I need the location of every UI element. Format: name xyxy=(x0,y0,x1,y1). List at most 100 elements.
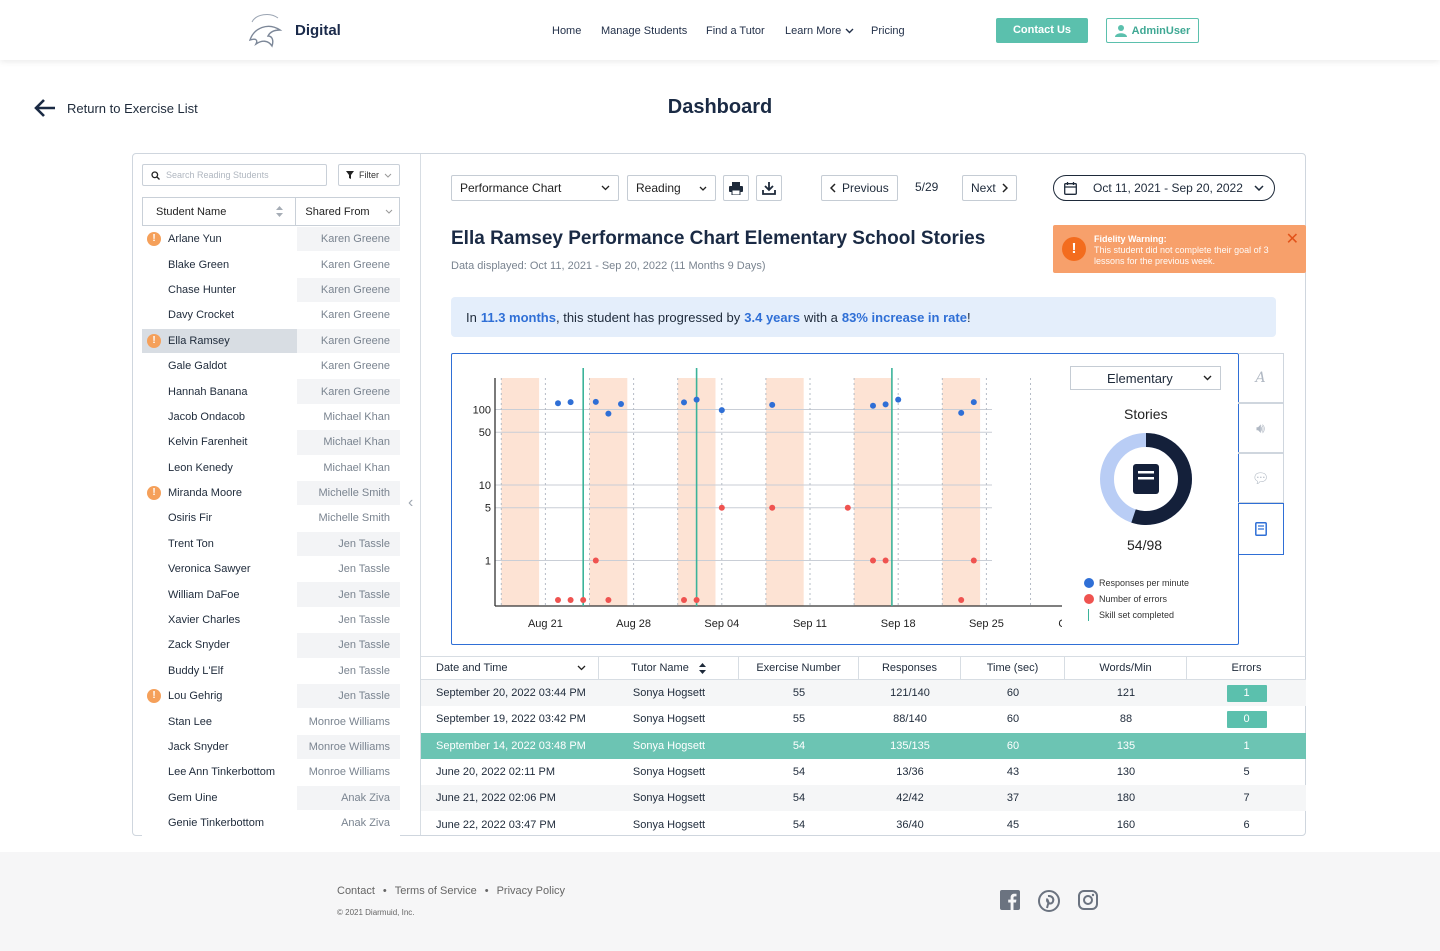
student-row[interactable]: Osiris Fir Michelle Smith xyxy=(142,506,400,532)
table-row[interactable]: June 22, 2022 03:47 PM Sonya Hogsett 54 36/… xyxy=(421,811,1306,837)
responses-point xyxy=(605,410,612,417)
tutor-name-cell: Sonya Hogsett xyxy=(632,713,706,726)
next-button[interactable]: Next xyxy=(962,175,1017,201)
errors-column-header[interactable]: Errors xyxy=(1231,662,1262,674)
student-row[interactable]: Zack Snyder Jen Tassle xyxy=(142,633,400,659)
previous-button[interactable]: Previous xyxy=(821,175,898,201)
y-tick-label: 100 xyxy=(473,404,491,416)
tab-stories[interactable] xyxy=(1238,503,1284,555)
x-tick-label: Aug 21 xyxy=(528,618,563,630)
progress-text-1: In xyxy=(466,309,477,325)
student-row[interactable]: Blake Green Karen Greene xyxy=(142,252,400,278)
student-list-panel: Search Reading Students Filter Student N… xyxy=(133,154,421,837)
tab-conversation[interactable]: 💬︎ xyxy=(1238,453,1284,503)
dolphin-logo-icon[interactable] xyxy=(244,10,288,52)
student-row[interactable]: Trent Ton Jen Tassle xyxy=(142,531,400,558)
date-time-column-header[interactable]: Date and Time xyxy=(421,657,599,679)
responses-point xyxy=(870,402,876,409)
donut-completed-arc xyxy=(1100,433,1192,525)
table-row[interactable]: September 14, 2022 03:48 PM Sonya Hogsett… xyxy=(421,732,1306,759)
print-button[interactable] xyxy=(723,175,749,201)
shared-from: Anak Ziva xyxy=(297,785,400,810)
chart-type-select[interactable]: Performance Chart xyxy=(451,175,619,201)
student-row[interactable]: Veronica Sawyer Jen Tassle xyxy=(142,557,400,583)
download-icon xyxy=(762,182,776,195)
student-row[interactable]: ! Ella Ramsey Karen Greene xyxy=(142,328,400,354)
student-row[interactable]: Gale Galdot Karen Greene xyxy=(142,354,400,380)
level-select[interactable]: Elementary xyxy=(1070,366,1221,390)
printer-icon xyxy=(729,181,743,195)
tutor-name-column-header[interactable]: Tutor Name xyxy=(599,657,739,679)
student-name-column-header[interactable]: Student Name xyxy=(143,198,297,225)
contact-us-button[interactable]: Contact Us xyxy=(996,18,1088,43)
student-row[interactable]: William DaFoe Jen Tassle xyxy=(142,582,400,608)
warning-icon: ! xyxy=(147,689,161,704)
student-row[interactable]: Kelvin Farenheit Michael Khan xyxy=(142,430,400,456)
shared-from: Karen Greene xyxy=(320,360,390,373)
student-row[interactable]: Genie Tinkerbottom Anak Ziva xyxy=(142,811,400,837)
student-row[interactable]: Buddy L'Elf Jen Tassle xyxy=(142,659,400,685)
instagram-icon[interactable] xyxy=(1078,890,1098,910)
student-search-input[interactable]: Search Reading Students xyxy=(142,164,327,186)
words-per-minute-cell: 88 xyxy=(1119,713,1133,726)
shared-from-column-header[interactable]: Shared From xyxy=(296,198,399,225)
time-column-header[interactable]: Time (sec) xyxy=(961,657,1065,679)
return-to-exercise-list-link[interactable]: Return to Exercise List xyxy=(33,98,198,118)
footer-terms-link[interactable]: Terms of Service xyxy=(394,885,477,897)
student-row[interactable]: Jacob Ondacob Michael Khan xyxy=(142,405,400,431)
student-row[interactable]: Davy Crocket Karen Greene xyxy=(142,303,400,329)
tab-handwriting[interactable]: A xyxy=(1238,353,1284,403)
download-button[interactable] xyxy=(756,175,782,201)
subject-select[interactable]: Reading xyxy=(627,175,716,201)
student-name: Arlane Yun xyxy=(168,233,222,246)
nav-manage-students[interactable]: Manage Students xyxy=(601,25,688,37)
date-range-picker[interactable]: Oct 11, 2021 - Sep 20, 2022 xyxy=(1053,175,1275,201)
student-row[interactable]: Gem Uine Anak Ziva xyxy=(142,785,400,811)
warning-icon: ! xyxy=(147,232,161,247)
nav-pricing[interactable]: Pricing xyxy=(871,25,905,37)
brand-name[interactable]: Digital xyxy=(295,22,341,39)
student-row[interactable]: ! Arlane Yun Karen Greene xyxy=(142,227,400,253)
student-row[interactable]: Leon Kenedy Michael Khan xyxy=(142,456,400,481)
student-name: Xavier Charles xyxy=(168,614,241,627)
pinterest-icon[interactable] xyxy=(1038,890,1060,912)
nav-home[interactable]: Home xyxy=(552,25,582,37)
student-row[interactable]: ! Miranda Moore Michelle Smith xyxy=(142,480,400,507)
student-row[interactable]: Lee Ann Tinkerbottom Monroe Williams xyxy=(142,760,400,786)
student-row[interactable]: Jack Snyder Monroe Williams xyxy=(142,734,400,761)
nav-find-a-tutor[interactable]: Find a Tutor xyxy=(706,25,765,37)
nav-learn-more[interactable]: Learn More xyxy=(785,25,854,37)
student-row[interactable]: Stan Lee Monroe Williams xyxy=(142,709,400,735)
table-row[interactable]: June 21, 2022 02:06 PM Sonya Hogsett 54 42/… xyxy=(421,785,1306,812)
student-row[interactable]: Chase Hunter Karen Greene xyxy=(142,277,400,304)
errors-cell: 7 xyxy=(1187,792,1306,804)
table-row[interactable]: June 20, 2022 02:11 PM Sonya Hogsett 54 13/… xyxy=(421,759,1306,785)
student-row[interactable]: ! Lou Gehrig Jen Tassle xyxy=(142,684,400,710)
close-icon[interactable]: ✕ xyxy=(1285,231,1299,248)
errors-point xyxy=(718,504,725,511)
footer-privacy-link[interactable]: Privacy Policy xyxy=(496,885,566,897)
student-row[interactable]: Xavier Charles Jen Tassle xyxy=(142,608,400,634)
student-row[interactable]: Hannah Banana Karen Greene xyxy=(142,379,400,405)
date-time-cell: September 14, 2022 03:48 PM xyxy=(436,739,586,752)
table-row[interactable]: September 20, 2022 03:44 PM Sonya Hogsett… xyxy=(421,680,1306,707)
error-count: 6 xyxy=(1243,818,1250,831)
time-cell: 43 xyxy=(1006,766,1020,779)
sort-icon xyxy=(698,662,706,674)
student-name: Lee Ann Tinkerbottom xyxy=(168,766,276,779)
y-tick-label: 5 xyxy=(485,503,491,515)
exercise-number-column-header[interactable]: Exercise Number xyxy=(739,657,859,679)
shared-from: Jen Tassle xyxy=(297,582,400,607)
student-name: Stan Lee xyxy=(168,715,213,728)
table-row[interactable]: September 19, 2022 03:42 PM Sonya Hogsett… xyxy=(421,706,1306,732)
student-name: Zack Snyder xyxy=(168,639,230,652)
footer-contact-link[interactable]: Contact xyxy=(337,885,375,897)
responses-column-header[interactable]: Responses xyxy=(859,657,961,679)
words-per-minute-column-header[interactable]: Words/Min xyxy=(1065,657,1187,679)
collapse-panel-chevron-icon[interactable]: ‹ xyxy=(408,494,414,511)
tab-audio[interactable]: 🔊︎ xyxy=(1238,403,1284,453)
filter-dropdown[interactable]: Filter xyxy=(338,164,400,186)
admin-user-button[interactable]: AdminUser xyxy=(1106,18,1199,43)
facebook-icon[interactable] xyxy=(1000,890,1020,910)
progress-text-2: , this student has progressed by xyxy=(555,309,741,325)
